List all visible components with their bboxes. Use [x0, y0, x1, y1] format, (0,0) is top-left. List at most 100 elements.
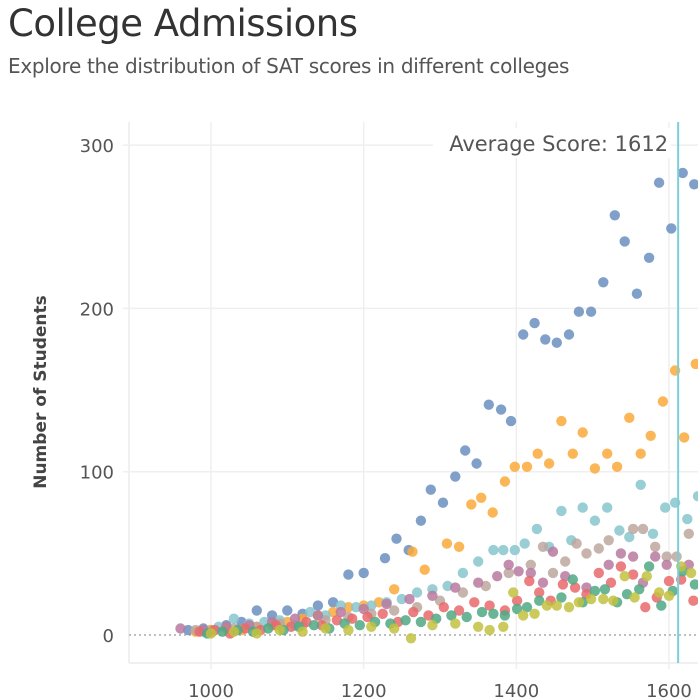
data-point[interactable]: [450, 618, 461, 629]
data-point[interactable]: [289, 613, 301, 624]
data-point[interactable]: [469, 597, 480, 608]
data-point[interactable]: [635, 448, 646, 459]
data-point[interactable]: [534, 595, 545, 606]
data-point[interactable]: [581, 548, 592, 559]
data-point[interactable]: [540, 334, 551, 345]
data-point[interactable]: [619, 571, 630, 582]
data-point[interactable]: [563, 602, 575, 613]
data-point[interactable]: [532, 448, 543, 459]
data-point[interactable]: [484, 600, 495, 611]
data-point[interactable]: [573, 306, 585, 317]
data-point[interactable]: [389, 605, 400, 616]
data-point[interactable]: [569, 582, 581, 593]
data-point[interactable]: [509, 544, 520, 556]
data-point[interactable]: [335, 606, 346, 618]
data-point[interactable]: [647, 528, 659, 539]
data-point[interactable]: [503, 559, 514, 570]
data-point[interactable]: [589, 515, 601, 526]
data-point[interactable]: [513, 566, 524, 577]
data-point[interactable]: [577, 502, 588, 513]
data-point[interactable]: [312, 600, 324, 611]
data-point[interactable]: [492, 571, 503, 582]
data-point[interactable]: [661, 559, 672, 570]
data-point[interactable]: [640, 602, 651, 613]
data-point[interactable]: [534, 587, 545, 598]
data-point[interactable]: [461, 611, 472, 623]
data-point[interactable]: [347, 613, 358, 624]
data-point[interactable]: [663, 590, 675, 601]
data-point[interactable]: [251, 605, 262, 616]
data-point[interactable]: [308, 620, 320, 631]
data-point[interactable]: [438, 602, 449, 613]
data-point[interactable]: [499, 610, 511, 621]
data-point[interactable]: [627, 551, 639, 562]
data-point[interactable]: [537, 541, 549, 552]
data-point[interactable]: [679, 432, 690, 443]
data-point[interactable]: [411, 587, 423, 598]
data-point[interactable]: [425, 484, 436, 495]
data-point[interactable]: [460, 445, 471, 456]
data-point[interactable]: [511, 595, 523, 606]
data-point[interactable]: [483, 399, 494, 410]
data-point[interactable]: [602, 448, 613, 459]
data-point[interactable]: [521, 602, 533, 613]
data-point[interactable]: [608, 595, 619, 606]
data-point[interactable]: [615, 548, 627, 559]
data-point[interactable]: [354, 620, 365, 631]
data-point[interactable]: [312, 610, 324, 621]
data-point[interactable]: [404, 593, 415, 605]
data-point[interactable]: [366, 621, 377, 632]
data-point[interactable]: [450, 471, 461, 482]
data-point[interactable]: [358, 603, 369, 615]
data-point[interactable]: [484, 624, 495, 636]
data-point[interactable]: [689, 179, 698, 190]
data-point[interactable]: [175, 623, 186, 634]
data-point[interactable]: [391, 533, 402, 544]
data-point[interactable]: [645, 430, 656, 441]
data-point[interactable]: [603, 535, 614, 546]
data-point[interactable]: [653, 177, 665, 188]
data-point[interactable]: [381, 598, 392, 610]
data-point[interactable]: [624, 531, 635, 543]
data-point[interactable]: [543, 458, 555, 469]
data-point[interactable]: [476, 606, 488, 618]
data-point[interactable]: [524, 575, 535, 587]
data-point[interactable]: [389, 623, 400, 634]
data-point[interactable]: [405, 633, 417, 644]
data-point[interactable]: [663, 575, 675, 587]
data-point[interactable]: [556, 592, 567, 603]
data-point[interactable]: [556, 415, 567, 427]
data-point[interactable]: [362, 611, 373, 623]
data-point[interactable]: [598, 593, 609, 605]
data-point[interactable]: [657, 396, 669, 407]
data-point[interactable]: [217, 626, 228, 637]
data-point[interactable]: [415, 616, 427, 628]
data-point[interactable]: [531, 523, 543, 535]
data-point[interactable]: [660, 502, 671, 513]
data-point[interactable]: [641, 571, 652, 582]
data-point[interactable]: [557, 579, 569, 590]
data-point[interactable]: [509, 461, 520, 472]
data-point[interactable]: [653, 587, 665, 598]
data-point[interactable]: [457, 567, 469, 579]
data-point[interactable]: [415, 515, 427, 526]
data-point[interactable]: [692, 491, 698, 502]
data-point[interactable]: [631, 288, 643, 299]
data-point[interactable]: [505, 415, 517, 427]
data-point[interactable]: [598, 277, 609, 288]
data-point[interactable]: [263, 623, 274, 634]
data-point[interactable]: [551, 337, 562, 348]
data-point[interactable]: [389, 584, 400, 595]
data-point[interactable]: [511, 603, 523, 615]
data-point[interactable]: [577, 427, 588, 438]
data-point[interactable]: [611, 461, 623, 472]
data-point[interactable]: [650, 541, 661, 552]
data-point[interactable]: [689, 579, 698, 590]
data-point[interactable]: [619, 236, 630, 247]
data-point[interactable]: [688, 595, 698, 606]
data-point[interactable]: [400, 615, 411, 626]
data-point[interactable]: [650, 551, 661, 562]
data-point[interactable]: [453, 605, 465, 616]
data-point[interactable]: [343, 624, 354, 636]
data-point[interactable]: [602, 502, 613, 513]
